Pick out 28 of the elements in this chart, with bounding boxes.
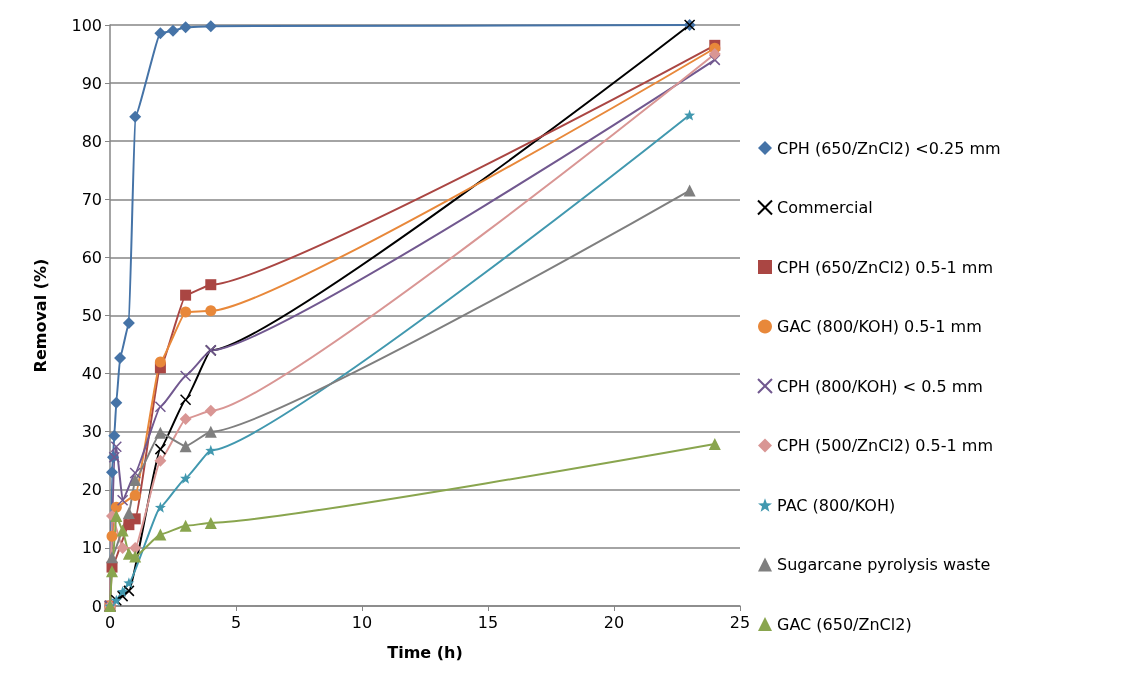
y-tick-label: 100 bbox=[71, 15, 102, 35]
legend-label: GAC (800/KOH) 0.5-1 mm bbox=[777, 317, 982, 336]
y-tick-label: 20 bbox=[81, 480, 102, 500]
y-tick-label: 50 bbox=[81, 306, 102, 325]
y-tick-label: 30 bbox=[81, 422, 102, 442]
y-tick-label: 40 bbox=[81, 364, 102, 384]
x-axis-title: Time (h) bbox=[387, 642, 463, 662]
legend-label: CPH (800/KOH) < 0.5 mm bbox=[777, 376, 983, 396]
legend-label: GAC (650/ZnCl2) bbox=[777, 614, 912, 634]
x-tick-label: 10 bbox=[351, 612, 373, 632]
y-tick-label: 0 bbox=[91, 596, 102, 616]
legend-label: CPH (500/ZnCl2) 0.5-1 mm bbox=[777, 436, 993, 455]
y-tick-label: 70 bbox=[81, 189, 102, 209]
y-tick-label: 80 bbox=[81, 131, 102, 151]
legend-label: CPH (650/ZnCl2) 0.5-1 mm bbox=[777, 257, 993, 277]
y-tick-label: 10 bbox=[81, 538, 102, 558]
legend-label: CPH (650/ZnCl2) <0.25 mm bbox=[777, 138, 1001, 158]
x-tick-label: 0 bbox=[104, 612, 116, 632]
x-tick-label: 25 bbox=[729, 612, 751, 632]
legend-label: PAC (800/KOH) bbox=[777, 495, 896, 515]
x-tick-label: 20 bbox=[603, 612, 625, 632]
x-tick-label: 5 bbox=[230, 612, 242, 632]
y-tick-label: 90 bbox=[81, 73, 102, 93]
x-tick-label: 15 bbox=[477, 612, 499, 632]
y-tick-label: 60 bbox=[81, 247, 102, 267]
y-axis-title: Removal (%) bbox=[30, 258, 50, 373]
legend-label: Sugarcane pyrolysis waste bbox=[777, 555, 991, 574]
legend-label: Commercial bbox=[777, 198, 873, 217]
